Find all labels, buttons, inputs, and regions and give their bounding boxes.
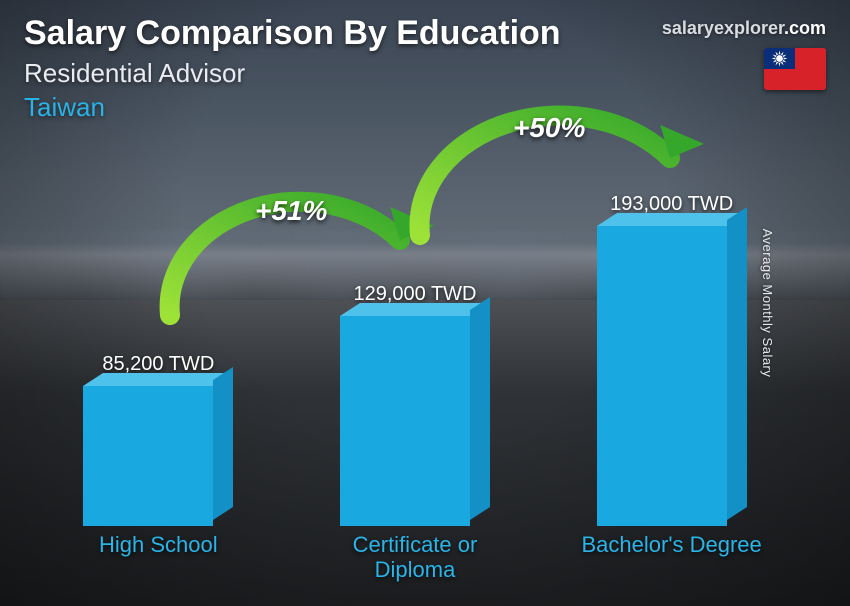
bar-slot-0: 85,200 TWD	[58, 120, 258, 526]
source-domain: .com	[784, 18, 826, 38]
category-label-0: High School	[58, 526, 258, 586]
category-labels: High School Certificate or Diploma Bache…	[30, 526, 800, 586]
bar-chart: 85,200 TWD 129,000 TWD 193,000 TWD	[30, 120, 800, 586]
chart-country: Taiwan	[24, 92, 105, 123]
source-name: salaryexplorer	[662, 18, 784, 38]
source-attribution: salaryexplorer.com	[662, 18, 826, 39]
infographic-stage: Salary Comparison By Education Residenti…	[0, 0, 850, 606]
increase-label-0: +51%	[255, 195, 327, 227]
chart-title: Salary Comparison By Education	[24, 14, 561, 53]
bar-0	[83, 386, 233, 526]
category-label-2: Bachelor's Degree	[572, 526, 772, 586]
bar-1	[340, 316, 490, 526]
taiwan-flag-icon	[764, 48, 826, 90]
category-label-1: Certificate or Diploma	[315, 526, 515, 586]
bar-2	[597, 226, 747, 526]
bar-slot-2: 193,000 TWD	[572, 120, 772, 526]
bar-slot-1: 129,000 TWD	[315, 120, 515, 526]
chart-subtitle: Residential Advisor	[24, 58, 245, 89]
bars-container: 85,200 TWD 129,000 TWD 193,000 TWD	[30, 120, 800, 526]
increase-label-1: +50%	[513, 112, 585, 144]
